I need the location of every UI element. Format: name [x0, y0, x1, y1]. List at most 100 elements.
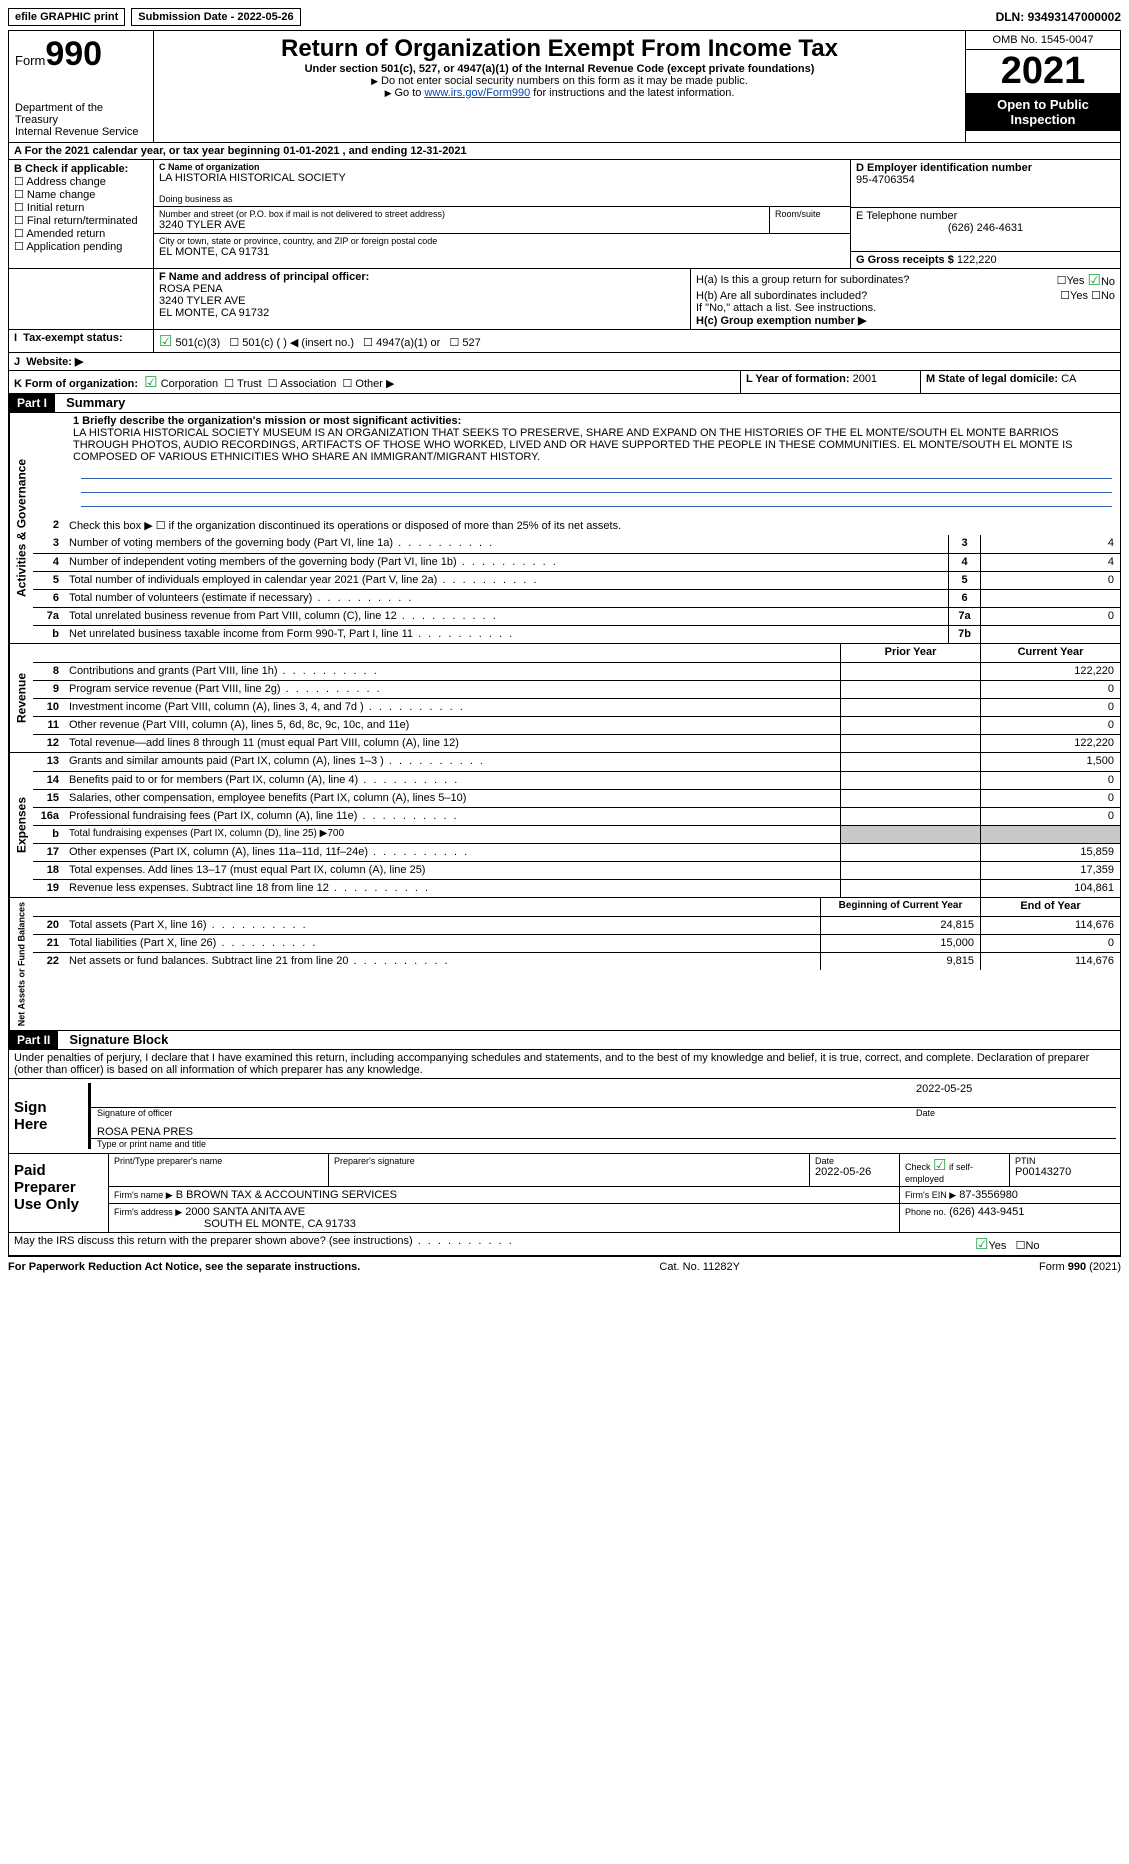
n2: 2 [33, 517, 65, 535]
b-header: B Check if applicable: [14, 163, 148, 175]
exp19n: 19 [33, 880, 65, 897]
k3: Other ▶ [355, 378, 394, 390]
room-lbl: Room/suite [775, 209, 845, 219]
i-opt-4947[interactable]: ☐ 4947(a)(1) or [363, 337, 440, 349]
hdr-prior: Prior Year [840, 644, 980, 662]
gov-7bn: b [33, 626, 65, 643]
pra-notice: For Paperwork Reduction Act Notice, see … [8, 1261, 360, 1273]
net21n: 21 [33, 935, 65, 952]
exp18p [840, 862, 980, 879]
form-header: Form990 Department of the Treasury Inter… [9, 31, 1120, 143]
e-lbl: E Telephone number [856, 210, 1115, 222]
sig-officer-lbl: Signature of officer [97, 1108, 916, 1118]
rev10n: 10 [33, 699, 65, 716]
k-corp[interactable]: ☑ Corporation [144, 378, 218, 390]
gov-5t: Total number of individuals employed in … [65, 572, 948, 589]
exp19c: 104,861 [980, 880, 1120, 897]
exp19t: Revenue less expenses. Subtract line 18 … [65, 880, 840, 897]
dept-treasury: Department of the Treasury [15, 102, 147, 126]
hdr-current: Current Year [980, 644, 1120, 662]
gov-7bt: Net unrelated business taxable income fr… [65, 626, 948, 643]
exp14p [840, 772, 980, 789]
hb-yes[interactable]: ☐Yes [1060, 289, 1088, 302]
subdate-label: Submission Date - [138, 11, 237, 23]
netassets-section: Net Assets or Fund Balances Beginning of… [9, 897, 1120, 1031]
ha-no[interactable]: ☑No [1087, 271, 1115, 289]
form-number: 990 [45, 35, 102, 73]
gov-6n: 6 [33, 590, 65, 607]
rev9p [840, 681, 980, 698]
net22c: 114,676 [980, 953, 1120, 970]
i-opt-501c3[interactable]: ☑ 501(c)(3) [159, 337, 220, 349]
no-lbl: No [1101, 276, 1115, 288]
exp16bn: b [33, 826, 65, 843]
b-opt-pending[interactable]: ☐ Application pending [14, 240, 148, 253]
discuss-no[interactable]: ☐No [1016, 1240, 1040, 1252]
k-trust[interactable]: ☐ Trust [224, 378, 261, 390]
gov-6b: 6 [948, 590, 980, 607]
vlabel-netassets: Net Assets or Fund Balances [9, 898, 33, 1030]
c-name-lbl: C Name of organization [159, 162, 845, 172]
i-1: 501(c) ( ) ◀ (insert no.) [242, 337, 354, 349]
omb-number: OMB No. 1545-0047 [966, 31, 1120, 50]
sub3-pre: Go to [385, 87, 425, 99]
gov-6v [980, 590, 1120, 607]
dno: No [1025, 1240, 1039, 1252]
rev11p [840, 717, 980, 734]
form-title: Return of Organization Exempt From Incom… [162, 35, 957, 63]
a-mid: , and ending [343, 145, 411, 157]
l-lbl: L Year of formation: [746, 373, 850, 385]
exp15t: Salaries, other compensation, employee b… [65, 790, 840, 807]
mission-text: LA HISTORIA HISTORICAL SOCIETY MUSEUM IS… [73, 427, 1073, 463]
b-opt-name[interactable]: ☐ Name change [14, 188, 148, 201]
exp16bt: Total fundraising expenses (Part IX, col… [65, 826, 840, 843]
hb-no[interactable]: ☐No [1091, 289, 1115, 302]
k-assoc[interactable]: ☐ Association [268, 378, 337, 390]
net20n: 20 [33, 917, 65, 934]
activities-section: Activities & Governance 1 Briefly descri… [9, 413, 1120, 643]
f-lbl: F Name and address of principal officer: [159, 271, 685, 283]
part2-tag: Part II [9, 1031, 58, 1049]
i-opt-527[interactable]: ☐ 527 [449, 337, 480, 349]
exp13p [840, 753, 980, 771]
open-public: Open to Public Inspection [966, 93, 1120, 131]
k-other[interactable]: ☐ Other ▶ [343, 378, 395, 390]
exp13c: 1,500 [980, 753, 1120, 771]
exp16ac: 0 [980, 808, 1120, 825]
hdr-beg: Beginning of Current Year [820, 898, 980, 916]
ha-lbl: H(a) Is this a group return for subordin… [696, 274, 1057, 286]
b-opt-amended[interactable]: ☐ Amended return [14, 227, 148, 240]
exp19p [840, 880, 980, 897]
box-c: C Name of organization LA HISTORIA HISTO… [154, 160, 850, 268]
tax-year: 2021 [966, 50, 1120, 93]
b-lbl-0: Address change [26, 176, 106, 188]
i-opt-501c[interactable]: ☐ 501(c) ( ) ◀ (insert no.) [229, 337, 354, 349]
rev9c: 0 [980, 681, 1120, 698]
part1-title: Summary [58, 395, 125, 410]
website-val [154, 353, 1120, 370]
exp14c: 0 [980, 772, 1120, 789]
net22t: Net assets or fund balances. Subtract li… [65, 953, 820, 970]
gov-3n: 3 [33, 535, 65, 553]
gov-4b: 4 [948, 554, 980, 571]
irs-link[interactable]: www.irs.gov/Form990 [424, 87, 530, 99]
street-lbl: Number and street (or P.O. box if mail i… [159, 209, 764, 219]
rev12t: Total revenue—add lines 8 through 11 (mu… [65, 735, 840, 752]
ha-yes[interactable]: ☐Yes [1057, 274, 1085, 287]
page-footer: For Paperwork Reduction Act Notice, see … [8, 1257, 1121, 1273]
discuss-yes[interactable]: ☑Yes [975, 1240, 1006, 1252]
rev12p [840, 735, 980, 752]
b-opt-final[interactable]: ☐ Final return/terminated [14, 214, 148, 227]
self-employed[interactable]: Check ☑ if self-employed [900, 1154, 1010, 1186]
header-right: OMB No. 1545-0047 2021 Open to Public In… [965, 31, 1120, 142]
addr-lbl: Firm's address ▶ [114, 1207, 182, 1217]
b-opt-address[interactable]: ☐ Address change [14, 175, 148, 188]
gov-4t: Number of independent voting members of … [65, 554, 948, 571]
net22p: 9,815 [820, 953, 980, 970]
exp16bc [980, 826, 1120, 843]
ptin-val: P00143270 [1015, 1166, 1115, 1178]
efile-btn[interactable]: efile GRAPHIC print [8, 8, 125, 26]
b-lbl-5: Application pending [26, 241, 122, 253]
cat-no: Cat. No. 11282Y [659, 1261, 740, 1273]
b-opt-initial[interactable]: ☐ Initial return [14, 201, 148, 214]
